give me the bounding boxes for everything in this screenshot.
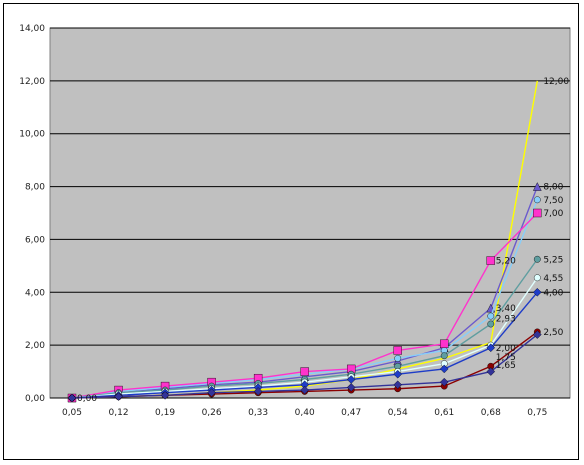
data-point	[114, 392, 123, 401]
data-label: 5,25	[543, 255, 563, 265]
data-point	[300, 385, 309, 395]
data-point	[394, 354, 402, 362]
y-tick-label: 12,00	[19, 77, 45, 87]
line-chart: 0,00 2,00 4,00 6,00 8,00 10,00 12,00 14,00 0,05 0…	[19, 24, 571, 418]
y-tick-label: 10,00	[19, 130, 45, 140]
data-label: 2,00	[496, 344, 516, 354]
data-point	[393, 369, 403, 379]
data-point	[253, 387, 263, 396]
x-tick-label: 0,12	[109, 408, 129, 418]
y-tick-label: 14,00	[19, 24, 45, 34]
plot-area	[49, 27, 571, 399]
data-point	[533, 274, 541, 282]
data-point	[533, 208, 542, 218]
x-tick-label: 0,19	[155, 408, 175, 418]
data-point	[67, 393, 77, 403]
data-point	[486, 343, 496, 353]
data-point	[440, 352, 448, 360]
y-tick-label: 4,00	[25, 288, 45, 298]
data-point	[532, 182, 542, 191]
data-point	[533, 255, 541, 263]
data-point	[207, 388, 216, 397]
data-label: 7,00	[543, 209, 563, 219]
y-tick-label: 6,00	[25, 235, 45, 245]
data-label: 4,55	[543, 274, 563, 284]
data-point	[440, 339, 449, 349]
data-point	[346, 383, 356, 392]
x-tick-label: 0,68	[481, 408, 501, 418]
data-label: 8,00	[543, 183, 563, 193]
data-point	[160, 391, 170, 400]
data-label: 12,00	[543, 77, 569, 87]
data-point	[533, 330, 542, 339]
data-point	[393, 346, 402, 355]
data-label: 4,00	[543, 288, 563, 298]
data-point	[487, 312, 495, 320]
data-label: 7,50	[543, 196, 563, 206]
data-label: 5,20	[496, 257, 516, 267]
x-tick-label: 0,40	[295, 408, 315, 418]
x-tick-label: 0,75	[527, 408, 547, 418]
data-label: 2,50	[543, 328, 563, 338]
x-tick-label: 0,33	[248, 408, 268, 418]
data-label: 0,00	[77, 394, 97, 404]
data-point	[393, 380, 403, 390]
chart-frame: 0,00 2,00 4,00 6,00 8,00 10,00 12,00 14,00 0,05 0…	[3, 3, 579, 460]
data-point	[486, 367, 496, 376]
data-label: 3,40	[496, 304, 516, 314]
data-label: 1,75	[496, 353, 516, 363]
data-point	[487, 320, 495, 328]
data-point	[439, 364, 449, 374]
y-tick-label: 2,00	[25, 341, 45, 351]
x-tick-label: 0,05	[62, 408, 82, 418]
data-point	[486, 256, 495, 265]
data-label: 1,65	[496, 361, 516, 371]
x-tick-label: 0,54	[388, 408, 408, 418]
x-tick-label: 0,47	[341, 408, 361, 418]
x-tick-label: 0,61	[434, 408, 454, 418]
data-point	[533, 288, 542, 297]
x-tick-label: 0,26	[202, 408, 222, 418]
data-label: 2,93	[496, 315, 516, 325]
data-point	[533, 196, 541, 204]
y-tick-label: 8,00	[25, 183, 45, 193]
y-tick-label: 0,00	[25, 394, 45, 404]
data-point	[439, 377, 449, 387]
data-point	[300, 367, 309, 376]
